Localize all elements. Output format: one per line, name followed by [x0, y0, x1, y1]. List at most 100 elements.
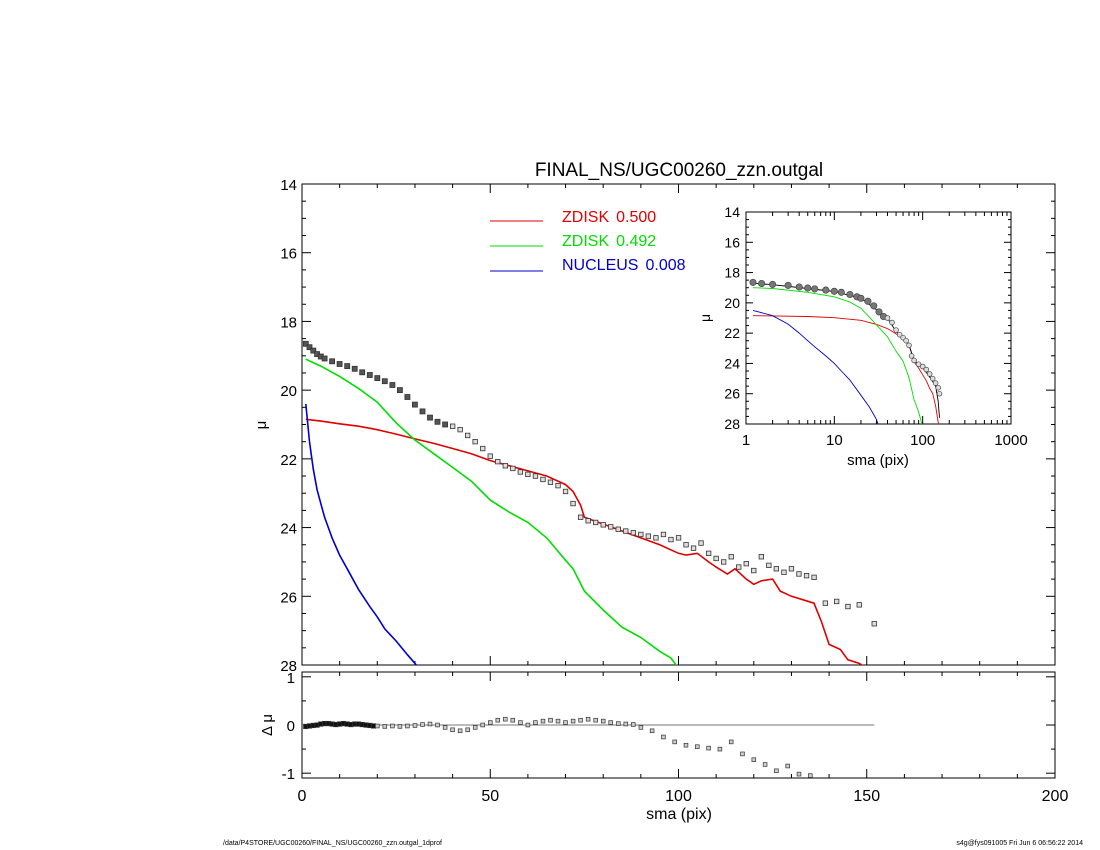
inset-data-point	[926, 371, 933, 377]
residual-point	[717, 746, 723, 752]
residual-point	[412, 723, 418, 728]
inset-y-axis: 14 16 18 20 22 24 26 28	[724, 204, 1011, 432]
main-data-point	[495, 458, 501, 465]
main-data-point	[638, 531, 644, 538]
inset-data-point	[884, 315, 891, 321]
main-series-line	[305, 418, 864, 665]
main-data-point	[434, 418, 441, 425]
main-series-line	[305, 358, 678, 665]
main-data-point	[464, 432, 471, 439]
main-data-point	[374, 375, 381, 382]
main-data-point	[811, 574, 817, 580]
inset-x-tick-label: 100	[910, 432, 935, 449]
main-data-point	[480, 445, 486, 452]
inset-x-tick-label: 10	[826, 432, 843, 449]
main-data-point	[758, 554, 764, 560]
inset-data-point	[795, 283, 803, 291]
main-data-point	[630, 530, 636, 536]
main-data-point	[427, 414, 433, 421]
main-data-point	[396, 387, 403, 394]
main-profile-panel: 14 16 18 20 22 24 26 28 μ ZDISK 0.500 ZDISK 0.492…	[253, 177, 1056, 675]
residual-point	[548, 717, 553, 723]
residual-point	[472, 725, 478, 730]
chart-title: FINAL_NS/UGC00260_zzn.outgal	[535, 160, 823, 181]
main-data-point	[555, 482, 561, 489]
main-data-point	[788, 566, 795, 572]
x-tick-label: 100	[665, 788, 692, 805]
residual-point	[585, 716, 591, 722]
residual-panel: -101 0 50 100 150 200 Δ μ sma (pix)	[259, 670, 1068, 823]
x-tick-label: 150	[853, 788, 880, 805]
main-data-point	[351, 365, 358, 372]
main-data-point	[645, 533, 651, 539]
main-data-point	[675, 535, 682, 541]
inset-log-panel: 14 16 18 20 22 24 26 28 1 10 100 1000 μ sma (pix)	[697, 204, 1028, 469]
residual-point	[555, 718, 561, 724]
main-data-point	[698, 540, 704, 546]
main-y-tick-label: 16	[280, 246, 297, 263]
main-data-point	[608, 524, 614, 530]
residual-point	[525, 722, 531, 728]
main-data-point	[796, 571, 802, 577]
main-data-point	[302, 340, 309, 347]
inset-data-point	[919, 363, 926, 370]
main-data-point	[653, 535, 659, 541]
main-data-point	[615, 526, 621, 532]
main-data-point	[856, 602, 862, 608]
residual-point	[593, 717, 598, 723]
residual-point	[683, 742, 689, 748]
main-data-point	[487, 453, 493, 459]
inset-x-tick-label: 1000	[994, 432, 1027, 449]
inset-series-line	[752, 287, 923, 424]
inset-data-point	[864, 297, 872, 305]
residual-point	[518, 720, 523, 725]
main-data-point	[660, 531, 667, 538]
main-data-point	[822, 600, 828, 606]
inset-data-point	[893, 327, 899, 333]
inset-series-line	[752, 309, 879, 424]
main-data-point	[845, 603, 851, 610]
residual-point	[796, 771, 802, 777]
main-data-point	[540, 476, 546, 483]
main-data-point	[593, 519, 599, 526]
inset-data-point	[830, 287, 838, 295]
residual-point	[616, 721, 621, 726]
main-data-point	[344, 363, 351, 370]
residual-point	[540, 718, 546, 724]
residual-point	[649, 728, 655, 734]
main-y-axis-label: μ	[253, 421, 270, 430]
residual-point	[480, 722, 485, 728]
main-data-point	[683, 542, 689, 548]
main-data-point	[803, 573, 810, 579]
inset-y-tick-label: 22	[724, 325, 740, 341]
residual-point	[503, 716, 508, 722]
inset-data-point	[889, 319, 895, 326]
main-data-point	[510, 465, 516, 472]
inset-data-point	[870, 302, 878, 310]
main-data-point	[690, 545, 697, 551]
main-data-point	[381, 378, 388, 385]
residual-point	[762, 762, 768, 767]
residual-point	[420, 722, 425, 727]
residual-point	[533, 720, 538, 725]
main-data-point	[713, 555, 719, 562]
inset-data-point	[923, 366, 930, 373]
inset-data-point	[936, 390, 943, 397]
residual-point	[631, 722, 636, 727]
main-data-point	[668, 536, 674, 543]
residual-point	[728, 739, 734, 745]
main-data-point	[781, 569, 787, 575]
main-data-point	[359, 369, 366, 376]
inset-data-point	[935, 384, 941, 391]
residual-point	[751, 757, 757, 762]
residual-y-axis-label: Δ μ	[259, 714, 276, 736]
main-data-point	[404, 394, 411, 400]
inset-y-axis-label: μ	[697, 314, 713, 322]
residual-point	[740, 751, 745, 757]
main-data-point	[751, 567, 757, 574]
residual-point	[435, 722, 440, 728]
main-data-point	[532, 473, 539, 479]
residual-point	[672, 739, 677, 745]
legend-label-nucleus: NUCLEUS 0.008	[562, 257, 686, 274]
main-data-point	[721, 559, 727, 565]
